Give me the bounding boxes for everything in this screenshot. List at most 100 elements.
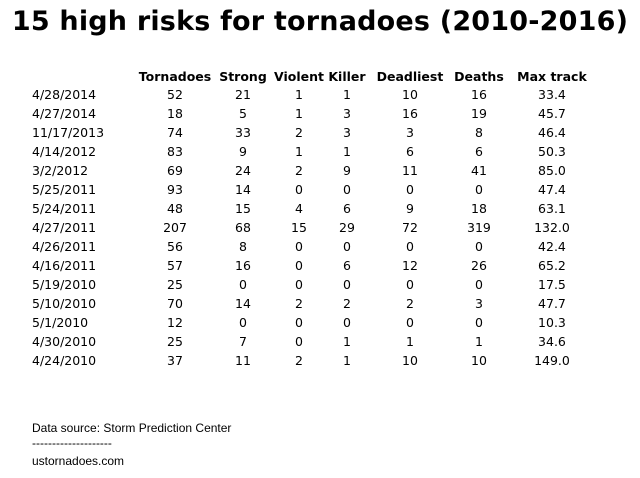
cell-violent: 0 [295, 334, 303, 349]
cell-violent: 2 [295, 296, 303, 311]
cell-killer: 6 [342, 258, 351, 273]
table-row: 5/1/2010 12 0 0 0 0 0 10.3 [32, 313, 596, 332]
cell-strong: 16 [235, 258, 251, 273]
row-date: 4/16/2011 [32, 258, 97, 273]
cell-deadliest: 16 [402, 106, 418, 121]
row-date: 4/26/2011 [32, 239, 97, 254]
cell-deaths: 0 [474, 239, 483, 254]
cell-deaths: 16 [471, 87, 487, 102]
cell-deaths: 10 [471, 353, 487, 368]
cell-tornadoes: 25 [167, 334, 183, 349]
cell-strong: 0 [239, 277, 247, 292]
cell-tornadoes: 83 [167, 144, 183, 159]
cell-strong: 8 [239, 239, 247, 254]
table-row: 4/27/2014 18 5 1 3 16 19 45.7 [32, 104, 596, 123]
cell-deaths: 3 [474, 296, 483, 311]
cell-deadliest: 1 [405, 334, 414, 349]
cell-deadliest: 6 [405, 144, 414, 159]
column-header-max-track: Max track [517, 69, 587, 84]
cell-deadliest: 0 [405, 182, 414, 197]
cell-killer: 0 [342, 315, 351, 330]
cell-deaths: 6 [474, 144, 483, 159]
table-row: 3/2/2012 69 24 2 9 11 41 85.0 [32, 161, 596, 180]
table-row: 5/10/2010 70 14 2 2 2 3 47.7 [32, 294, 596, 313]
cell-strong: 15 [235, 201, 251, 216]
cell-violent: 0 [295, 315, 303, 330]
cell-strong: 5 [239, 106, 247, 121]
cell-strong: 24 [235, 163, 251, 178]
data-source-note: Data source: Storm Prediction Center [32, 421, 232, 435]
cell-violent: 2 [295, 125, 303, 140]
cell-tornadoes: 37 [167, 353, 183, 368]
table-header-row: Tornadoes Strong Violent Killer Deadliest Dea… [32, 68, 596, 85]
cell-tornadoes: 56 [167, 239, 183, 254]
cell-killer: 2 [342, 296, 351, 311]
row-date: 4/24/2010 [32, 353, 97, 368]
table-row: 5/25/2011 93 14 0 0 0 0 47.4 [32, 180, 596, 199]
site-credit: ustornadoes.com [32, 454, 125, 468]
cell-max-track: 65.2 [538, 258, 566, 273]
cell-strong: 11 [235, 353, 251, 368]
cell-max-track: 47.7 [538, 296, 566, 311]
cell-violent: 0 [295, 258, 303, 273]
cell-deaths: 18 [471, 201, 487, 216]
cell-tornadoes: 12 [167, 315, 183, 330]
tornado-risk-table: Tornadoes Strong Violent Killer Deadliest Dea… [32, 68, 596, 370]
column-header-deaths: Deaths [454, 69, 504, 84]
cell-violent: 0 [295, 239, 303, 254]
row-date: 4/28/2014 [32, 87, 97, 102]
column-header-tornadoes: Tornadoes [138, 69, 212, 84]
cell-strong: 68 [235, 220, 251, 235]
cell-killer: 3 [342, 125, 351, 140]
table-row: 5/24/2011 48 15 4 6 9 18 63.1 [32, 199, 596, 218]
cell-max-track: 42.4 [538, 239, 566, 254]
table-row: 4/24/2010 37 11 2 1 10 10 149.0 [32, 351, 596, 370]
cell-deaths: 0 [474, 182, 483, 197]
table-row: 4/16/2011 57 16 0 6 12 26 65.2 [32, 256, 596, 275]
cell-strong: 21 [235, 87, 251, 102]
cell-killer: 1 [342, 334, 351, 349]
cell-max-track: 63.1 [538, 201, 566, 216]
row-date: 4/27/2011 [32, 220, 97, 235]
cell-strong: 7 [239, 334, 247, 349]
cell-tornadoes: 93 [167, 182, 183, 197]
row-date: 5/19/2010 [32, 277, 97, 292]
cell-tornadoes: 74 [167, 125, 183, 140]
cell-strong: 14 [235, 182, 251, 197]
cell-max-track: 33.4 [538, 87, 566, 102]
cell-killer: 0 [342, 239, 351, 254]
column-header-strong: Strong [219, 69, 267, 84]
cell-deadliest: 2 [405, 296, 414, 311]
table-row: 4/26/2011 56 8 0 0 0 0 42.4 [32, 237, 596, 256]
cell-tornadoes: 18 [167, 106, 183, 121]
cell-deadliest: 10 [402, 353, 418, 368]
cell-strong: 0 [239, 315, 247, 330]
column-header-deadliest: Deadliest [376, 69, 444, 84]
cell-strong: 14 [235, 296, 251, 311]
cell-deadliest: 72 [402, 220, 418, 235]
table-row: 4/14/2012 83 9 1 1 6 6 50.3 [32, 142, 596, 161]
cell-violent: 2 [295, 353, 303, 368]
cell-max-track: 85.0 [538, 163, 566, 178]
cell-max-track: 50.3 [538, 144, 566, 159]
cell-max-track: 149.0 [534, 353, 570, 368]
column-header-violent: Violent [274, 69, 324, 84]
cell-killer: 29 [339, 220, 355, 235]
cell-violent: 0 [295, 277, 303, 292]
cell-max-track: 10.3 [538, 315, 566, 330]
table-row: 4/30/2010 25 7 0 1 1 1 34.6 [32, 332, 596, 351]
cell-tornadoes: 52 [167, 87, 183, 102]
row-date: 3/2/2012 [32, 163, 89, 178]
cell-strong: 9 [239, 144, 247, 159]
cell-max-track: 132.0 [534, 220, 570, 235]
cell-deadliest: 12 [402, 258, 418, 273]
cell-deadliest: 11 [402, 163, 418, 178]
cell-tornadoes: 69 [167, 163, 183, 178]
cell-max-track: 45.7 [538, 106, 566, 121]
cell-killer: 6 [342, 201, 351, 216]
row-date: 5/25/2011 [32, 182, 97, 197]
cell-killer: 3 [342, 106, 351, 121]
cell-deadliest: 10 [402, 87, 418, 102]
row-date: 4/27/2014 [32, 106, 97, 121]
table-row: 4/28/2014 52 21 1 1 10 16 33.4 [32, 85, 596, 104]
